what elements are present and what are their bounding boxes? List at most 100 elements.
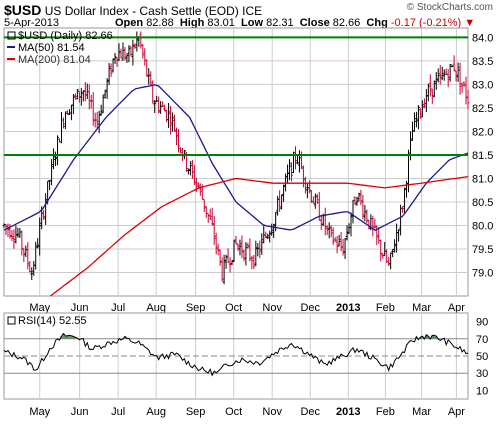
chart-header: $USD US Dollar Index - Cash Settle (EOD)…: [4, 2, 262, 18]
ohlc-bar: [234, 235, 238, 245]
ohlc-bar: [311, 196, 315, 204]
ohlc-bar: [240, 235, 244, 259]
ohlc-bar: [389, 252, 393, 270]
legend-ma200-label: MA(200) 81.04: [18, 54, 91, 66]
ohlc-bar: [171, 112, 174, 132]
rsi-x-tick-label: Feb: [376, 406, 395, 418]
ohlc-bar: [454, 70, 458, 82]
price-y-tick-label: 81.5: [472, 150, 493, 162]
ohlc-bar: [214, 232, 218, 255]
price-y-tick-label: 79.5: [472, 244, 493, 256]
ohlc-bar: [73, 93, 77, 100]
price-x-tick-label: Jun: [71, 302, 89, 314]
price-y-tick-label: 83.5: [472, 56, 493, 68]
low-label: Low: [241, 17, 264, 29]
ohlc-bar: [143, 48, 147, 66]
ohlc-bar: [373, 218, 377, 229]
ma50-line: [3, 84, 469, 231]
ohlc-bar: [401, 206, 404, 213]
instrument-name: US Dollar Index - Cash Settle (EOD): [44, 4, 239, 18]
price-y-tick-label: 84.0: [472, 32, 493, 44]
ohlc-bar: [313, 193, 317, 209]
legend-ma50-label: MA(50) 81.54: [18, 42, 85, 54]
ohlc-bar: [153, 99, 157, 114]
ohlc-bar: [28, 260, 32, 273]
ohlc-bar: [75, 89, 79, 100]
ohlc-bar: [440, 66, 444, 81]
exchange: ICE: [242, 4, 263, 18]
ohlc-bar: [434, 72, 438, 90]
ohlc-bar: [417, 105, 420, 130]
ohlc-bar: [52, 148, 55, 170]
ohlc-bar: [419, 108, 422, 119]
ohlc-bar: [101, 94, 105, 114]
ohlc-bar: [56, 135, 59, 166]
ohlc-bar: [216, 243, 220, 256]
ohlc-bar: [169, 105, 172, 135]
rsi-y-tick-label: 70: [476, 334, 488, 346]
rsi-x-tick-label: Dec: [300, 406, 320, 418]
ohlc-bar: [99, 104, 103, 116]
quote-line: Open 82.88 High 83.01 Low 82.31 Close 82…: [115, 17, 475, 29]
rsi-x-tick-label: May: [29, 406, 50, 418]
price-y-tick-label: 81.0: [472, 173, 493, 185]
rsi-y-tick-label: 30: [476, 368, 488, 380]
price-plot-area: [3, 27, 469, 297]
ohlc-bar: [107, 62, 111, 86]
rsi-y-tick-label: 10: [476, 385, 488, 397]
open-label: Open: [115, 17, 144, 29]
price-x-tick-label: Jul: [111, 302, 125, 314]
ohlc-bar: [252, 254, 256, 270]
ohlc-bar: [62, 117, 65, 129]
ohlc-bar: [264, 231, 268, 239]
ohlc-bar: [345, 225, 349, 241]
ohlc-bar: [218, 249, 222, 266]
ohlc-bar: [72, 94, 75, 115]
ohlc-bar: [466, 89, 470, 110]
ohlc-bar: [403, 187, 406, 214]
ohlc-bar: [50, 159, 53, 186]
ohlc-bar: [238, 239, 242, 256]
ohlc-bar: [208, 208, 212, 220]
ohlc-bar: [288, 159, 291, 181]
ohlc-bar: [12, 229, 16, 249]
ohlc-bar: [119, 48, 123, 59]
ohlc-bar: [280, 194, 284, 210]
ohlc-bar: [157, 96, 161, 114]
rsi-x-tick-label: Jun: [71, 406, 89, 418]
ohlc-bar: [248, 238, 252, 262]
rsi-x-tick-label: Oct: [225, 406, 242, 418]
rsi-legend-label: RSI(14) 52.55: [18, 315, 86, 327]
price-y-tick-label: 80.5: [472, 197, 493, 209]
ohlc-bar: [24, 245, 28, 258]
ohlc-bar: [167, 103, 170, 129]
ohlc-bar: [236, 243, 240, 251]
ohlc-bar: [64, 111, 67, 130]
ohlc-bar: [192, 164, 196, 186]
ohlc-bar: [393, 239, 397, 253]
ma200-line: [50, 175, 469, 297]
rsi-y-tick-label: 90: [476, 317, 488, 329]
price-y-tick-label: 79.0: [472, 267, 493, 279]
ohlc-bar: [95, 111, 99, 129]
ohlc-bar: [105, 78, 109, 99]
price-x-tick-label: Sep: [186, 302, 206, 314]
ohlc-bar: [349, 212, 353, 237]
ohlc-bar: [415, 111, 418, 128]
chg-down-arrow-icon: ▼: [464, 17, 476, 29]
close-label: Close: [299, 17, 330, 29]
rsi-legend: RSI(14) 52.55: [7, 315, 86, 327]
ohlc-bar: [232, 239, 236, 263]
rsi-line: [3, 332, 469, 377]
ohlc-bar: [210, 207, 214, 226]
ohlc-bar: [26, 242, 30, 270]
high-label: High: [179, 17, 205, 29]
rsi-x-tick-label: Mar: [412, 406, 431, 418]
ohlc-bar: [353, 196, 357, 206]
ohlc-bar: [127, 45, 131, 63]
ohlc-bar: [244, 242, 248, 266]
ohlc-bar: [387, 256, 391, 266]
ohlc-bar: [432, 80, 436, 98]
